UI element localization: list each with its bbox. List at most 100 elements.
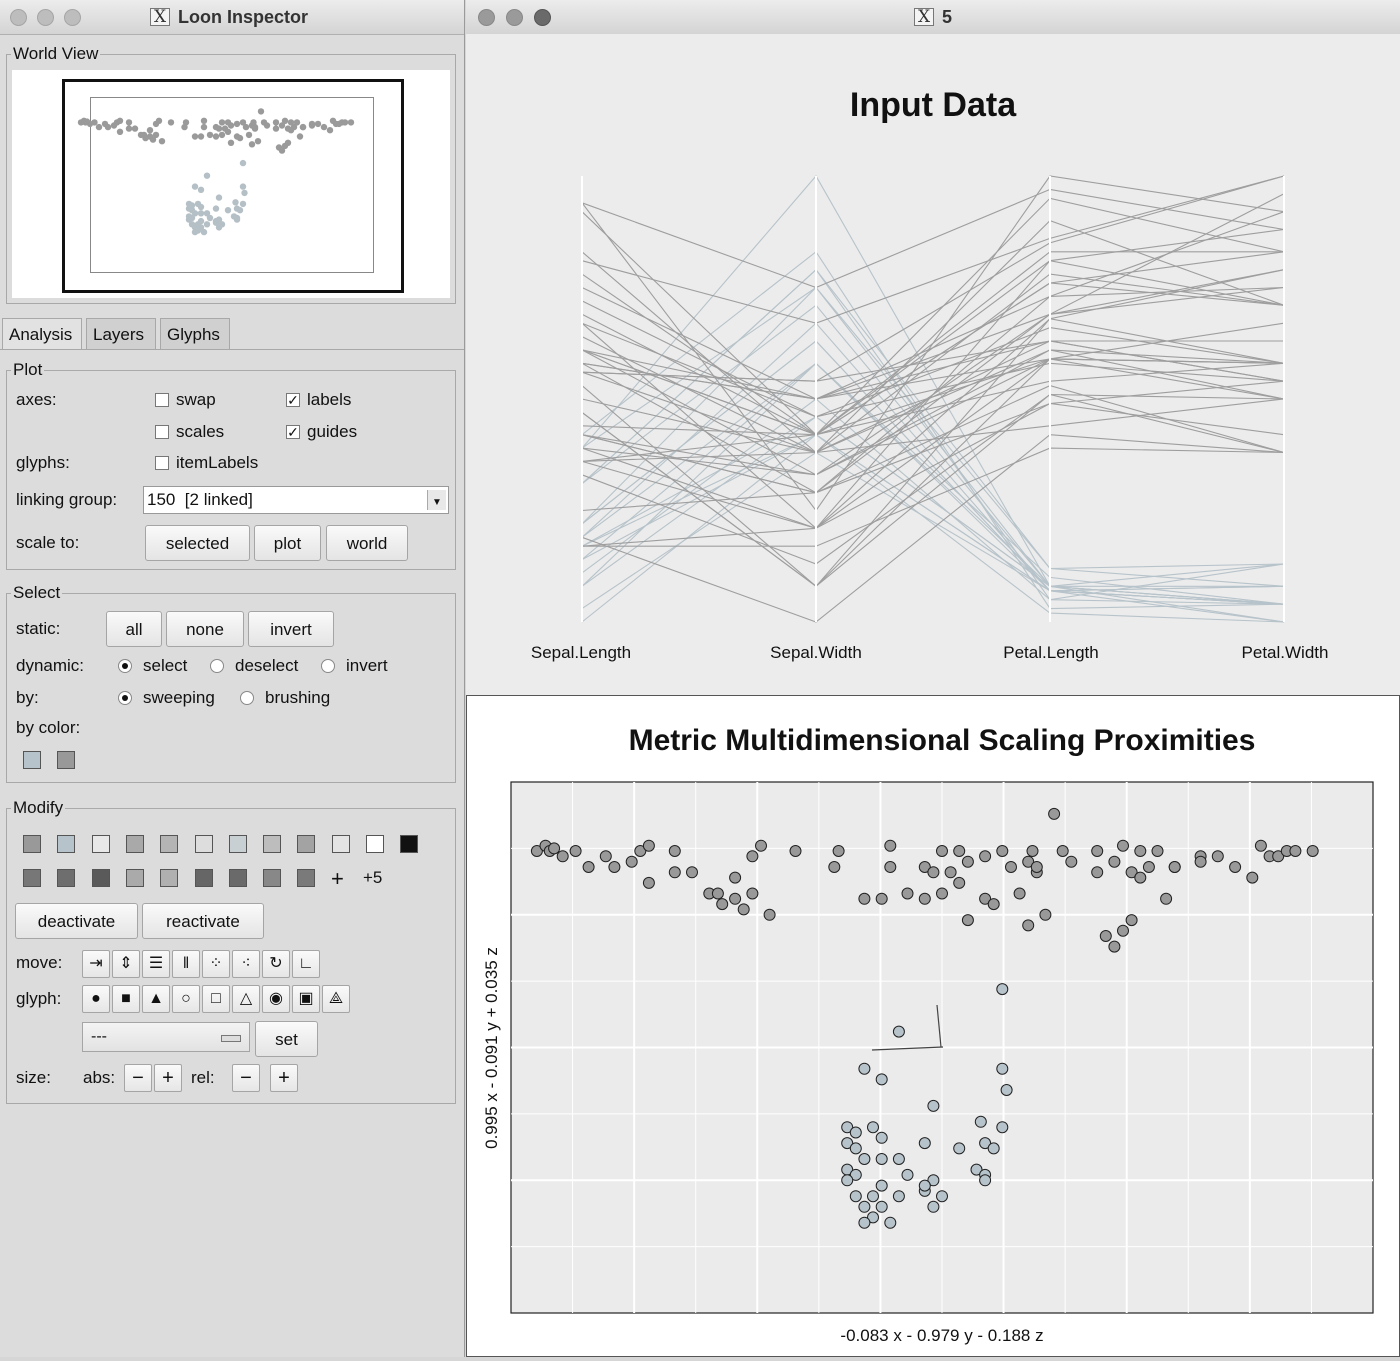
glyph-circle-filled-icon[interactable]: ● (82, 985, 110, 1013)
modify-color-swatch[interactable] (263, 869, 282, 887)
tab-layers[interactable]: Layers (86, 318, 156, 350)
labels-checkbox[interactable]: ✓ (286, 392, 300, 408)
pcp-line (581, 197, 1285, 436)
scale-axes-icon[interactable]: ∟ (292, 950, 320, 978)
glyph-triangle-ring-icon[interactable]: ⟁ (322, 985, 350, 1013)
chevron-down-icon[interactable]: ▼ (427, 490, 446, 510)
dynamic-select-radio[interactable] (118, 659, 132, 673)
grid-arrange-icon[interactable]: ⁘ (202, 950, 230, 978)
zoom-window-icon[interactable] (64, 9, 81, 26)
move-horizontal-collapse-icon[interactable]: ⇥ (82, 950, 110, 978)
mds-point (1254, 839, 1267, 852)
guides-checkbox[interactable]: ✓ (286, 424, 300, 440)
by-sweeping-radio[interactable] (118, 691, 132, 705)
modify-color-swatch[interactable] (228, 835, 247, 853)
rel-size-decrease-icon[interactable]: − (232, 1064, 260, 1092)
dynamic-invert-radio[interactable] (321, 659, 335, 673)
select-color-swatch-2[interactable] (57, 751, 75, 769)
mds-panel[interactable]: Metric Multidimensional Scaling Proximit… (466, 695, 1400, 1357)
modify-color-swatch[interactable] (23, 869, 41, 887)
modify-color-swatch[interactable] (194, 835, 213, 853)
swap-checkbox[interactable] (155, 393, 169, 407)
glyph-circle-ring-icon[interactable]: ◉ (262, 985, 290, 1013)
modify-color-swatch[interactable] (125, 869, 144, 887)
inspector-titlebar[interactable]: X Loon Inspector (0, 0, 464, 35)
minimize-window-icon[interactable] (37, 9, 54, 26)
modify-color-swatch[interactable] (91, 835, 110, 853)
modify-color-swatch[interactable] (125, 835, 144, 853)
select-color-swatch-1[interactable] (23, 751, 41, 769)
parallel-coordinates-plot[interactable]: Input Data Sepal.Length Sepal.Width Peta… (466, 34, 1400, 694)
glyph-square-open-icon[interactable]: □ (202, 985, 230, 1013)
scale-world-button[interactable]: world (326, 525, 408, 561)
world-view-point (203, 221, 211, 228)
world-view-point (116, 117, 124, 124)
modify-color-swatch[interactable] (366, 835, 384, 853)
zoom-window-icon[interactable] (534, 9, 551, 26)
mds-point (1160, 892, 1173, 905)
world-view-point (293, 119, 301, 126)
glyph-square-ring-icon[interactable]: ▣ (292, 985, 320, 1013)
scale-selected-button[interactable]: selected (145, 525, 250, 561)
modify-color-swatch[interactable] (297, 835, 316, 853)
modify-color-swatch[interactable] (400, 835, 419, 853)
modify-color-swatch[interactable] (23, 835, 41, 853)
reactivate-button[interactable]: reactivate (142, 903, 264, 939)
modify-color-swatch[interactable] (160, 869, 179, 887)
close-window-icon[interactable] (10, 9, 27, 26)
itemlabels-checkbox[interactable] (155, 456, 169, 470)
dynamic-deselect-radio[interactable] (210, 659, 224, 673)
mds-point (841, 1174, 854, 1187)
glyph-triangle-open-icon[interactable]: △ (232, 985, 260, 1013)
glyph-type-select[interactable]: --- (82, 1022, 250, 1052)
world-view-point (272, 125, 280, 132)
align-horizontal-icon[interactable]: ☰ (142, 950, 170, 978)
scales-checkbox[interactable] (155, 425, 169, 439)
modify-color-swatch[interactable] (194, 869, 213, 887)
modify-color-swatch[interactable] (160, 835, 179, 853)
tab-analysis[interactable]: Analysis (2, 318, 82, 350)
modify-color-swatch[interactable] (57, 835, 76, 853)
modify-color-swatch[interactable] (57, 869, 76, 887)
glyph-circle-open-icon[interactable]: ○ (172, 985, 200, 1013)
tab-glyphs[interactable]: Glyphs (160, 318, 230, 350)
rel-size-increase-icon[interactable]: + (270, 1064, 298, 1092)
add-color-icon[interactable]: + (331, 866, 344, 891)
close-window-icon[interactable] (478, 9, 495, 26)
world-view-point (236, 134, 244, 142)
reset-rotate-icon[interactable]: ↻ (262, 950, 290, 978)
pcp-line (581, 380, 1285, 512)
minimize-window-icon[interactable] (506, 9, 523, 26)
world-view-point (232, 199, 239, 206)
select-none-button[interactable]: none (166, 611, 244, 647)
mds-scatterplot[interactable]: Metric Multidimensional Scaling Proximit… (467, 696, 1399, 1356)
world-viewport-box[interactable] (62, 79, 404, 293)
select-all-button[interactable]: all (106, 611, 162, 647)
glyph-set-button[interactable]: set (255, 1021, 318, 1057)
modify-color-swatch[interactable] (228, 869, 247, 887)
linking-group-combobox[interactable]: 150 [2 linked] ▼ (143, 486, 449, 514)
by-brushing-radio[interactable] (240, 691, 254, 705)
world-view-canvas[interactable] (12, 70, 450, 298)
parallel-coordinates-panel[interactable]: Input Data Sepal.Length Sepal.Width Peta… (466, 34, 1400, 694)
more-colors-count[interactable]: +5 (363, 868, 383, 887)
glyph-square-filled-icon[interactable]: ■ (112, 985, 140, 1013)
align-vertical-icon[interactable]: ‖ (172, 950, 200, 978)
jitter-icon[interactable]: ⁖ (232, 950, 260, 978)
mds-point (996, 983, 1009, 996)
mds-point (979, 850, 992, 863)
select-invert-button[interactable]: invert (248, 611, 334, 647)
scale-plot-button[interactable]: plot (254, 525, 321, 561)
modify-color-swatch[interactable] (297, 869, 316, 887)
modify-color-swatch[interactable] (331, 835, 350, 853)
abs-size-decrease-icon[interactable]: − (124, 1064, 152, 1092)
abs-size-increase-icon[interactable]: + (154, 1064, 182, 1092)
mds-point (918, 861, 931, 873)
move-vertical-collapse-icon[interactable]: ⇕ (112, 950, 140, 978)
modify-color-swatch[interactable] (91, 869, 110, 887)
deactivate-button[interactable]: deactivate (15, 903, 138, 939)
plot-titlebar[interactable]: X 5 (466, 0, 1400, 35)
modify-color-swatch[interactable] (263, 835, 282, 853)
glyph-triangle-filled-icon[interactable]: ▲ (142, 985, 170, 1013)
world-view-legend: World View (13, 44, 99, 63)
